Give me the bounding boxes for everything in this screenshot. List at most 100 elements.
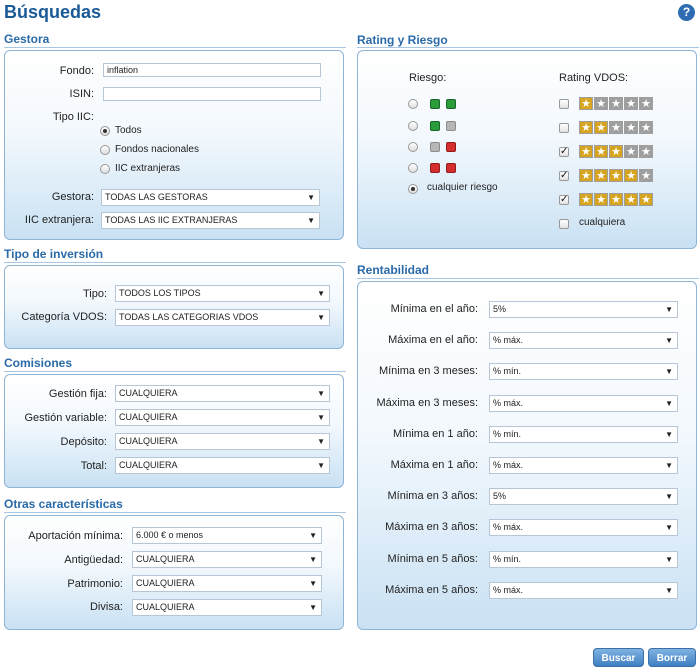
chevron-down-icon: ▼ — [665, 523, 673, 532]
maxima-3-meses-select[interactable]: % máx. ▼ — [489, 395, 678, 412]
radio-button[interactable] — [100, 164, 110, 174]
section-rule — [4, 262, 346, 263]
deposito-select[interactable]: CUALQUIERA ▼ — [115, 433, 330, 450]
star-icon: ★ — [609, 169, 623, 182]
riesgo-option-any[interactable]: cualquier riesgo — [408, 182, 518, 195]
rating-checkbox[interactable]: ✓ — [559, 194, 569, 205]
select-value: CUALQUIERA — [136, 554, 195, 564]
radio-button[interactable] — [408, 99, 418, 109]
chevron-down-icon: ▼ — [309, 555, 317, 564]
aportacion-minima-select[interactable]: 6.000 € o menos ▼ — [132, 527, 322, 544]
minima-5-anios-label: Mínima en 5 años: — [387, 553, 479, 565]
radio-button[interactable] — [100, 145, 110, 155]
rating-vdos-heading: Rating VDOS: — [559, 72, 629, 84]
riesgo-option-2[interactable] — [408, 121, 478, 133]
riesgo-option-1[interactable] — [408, 99, 478, 111]
select-value: CUALQUIERA — [119, 460, 178, 470]
maxima-1-anio-select[interactable]: % máx. ▼ — [489, 457, 678, 474]
riesgo-heading: Riesgo: — [409, 72, 447, 84]
minima-anio-label: Mínima en el año: — [390, 303, 478, 315]
panel-gestora — [4, 50, 344, 240]
radio-label: Fondos nacionales — [115, 144, 199, 155]
maxima-3-anios-select[interactable]: % máx. ▼ — [489, 519, 678, 536]
gestion-variable-select[interactable]: CUALQUIERA ▼ — [115, 409, 330, 426]
riesgo-option-4[interactable] — [408, 163, 478, 175]
maxima-anio-label: Máxima en el año: — [388, 334, 478, 346]
iic-extranjera-select[interactable]: TODAS LAS IIC EXTRANJERAS ▼ — [101, 212, 320, 229]
riesgo-option-3[interactable] — [408, 142, 478, 154]
buscar-button[interactable]: Buscar — [593, 648, 644, 667]
divisa-select[interactable]: CUALQUIERA ▼ — [132, 599, 322, 616]
maxima-anio-select[interactable]: % máx. ▼ — [489, 332, 678, 349]
gestion-fija-select[interactable]: CUALQUIERA ▼ — [115, 385, 330, 402]
minima-3-anios-select[interactable]: 5% ▼ — [489, 488, 678, 505]
star-icon: ★ — [579, 145, 593, 158]
section-title-otras: Otras características — [4, 497, 123, 511]
radio-button[interactable] — [408, 184, 418, 194]
minima-anio-select[interactable]: 5% ▼ — [489, 301, 678, 318]
select-value: % máx. — [493, 398, 524, 408]
minima-3-meses-label: Mínima en 3 meses: — [378, 365, 478, 377]
risk-green-icon — [446, 99, 456, 109]
rating-checkbox[interactable]: ✓ — [559, 170, 569, 181]
tipo-label: Tipo: — [82, 288, 107, 300]
radio-iic-extranjeras[interactable]: IIC extranjeras — [100, 163, 280, 178]
rating-option-any[interactable]: cualquiera — [559, 217, 659, 231]
riesgo-any-label: cualquier riesgo — [427, 182, 498, 193]
borrar-button[interactable]: Borrar — [648, 648, 696, 667]
maxima-5-anios-label: Máxima en 5 años: — [385, 584, 478, 596]
radio-todos[interactable]: Todos — [100, 125, 280, 140]
star-icon: ★ — [579, 193, 593, 206]
select-value: % máx. — [493, 522, 524, 532]
isin-input[interactable] — [103, 87, 321, 101]
rating-option-5[interactable]: ✓ ★ ★ ★ ★ ★ — [559, 193, 659, 207]
star-icon: ★ — [579, 97, 593, 110]
total-label: Total: — [80, 460, 107, 472]
select-value: % mín. — [493, 554, 522, 564]
section-title-tipo-inversion: Tipo de inversión — [4, 247, 104, 261]
help-icon[interactable]: ? — [678, 4, 695, 21]
rating-option-1[interactable]: ★ ★ ★ ★ ★ — [559, 97, 659, 111]
rating-checkbox[interactable] — [559, 219, 569, 229]
select-value: % mín. — [493, 366, 522, 376]
radio-fondos-nacionales[interactable]: Fondos nacionales — [100, 144, 280, 159]
radio-button[interactable] — [408, 163, 418, 173]
star-icon: ★ — [624, 97, 638, 110]
minima-3-meses-select[interactable]: % mín. ▼ — [489, 363, 678, 380]
rating-option-2[interactable]: ★ ★ ★ ★ ★ — [559, 121, 659, 135]
gestora-label: Gestora: — [51, 191, 94, 203]
section-title-rentabilidad: Rentabilidad — [357, 263, 430, 277]
star-icon: ★ — [639, 193, 653, 206]
patrimonio-select[interactable]: CUALQUIERA ▼ — [132, 575, 322, 592]
tipo-select[interactable]: TODOS LOS TIPOS ▼ — [115, 285, 330, 302]
gestora-select[interactable]: TODAS LAS GESTORAS ▼ — [101, 189, 320, 206]
patrimonio-label: Patrimonio: — [67, 578, 123, 590]
page-title: Búsquedas — [4, 2, 102, 22]
section-title-rating: Rating y Riesgo — [357, 33, 448, 47]
minima-1-anio-select[interactable]: % mín. ▼ — [489, 426, 678, 443]
chevron-down-icon: ▼ — [665, 492, 673, 501]
radio-button[interactable] — [408, 121, 418, 131]
risk-gray-icon — [446, 121, 456, 131]
rating-checkbox[interactable] — [559, 123, 569, 133]
categoria-vdos-select[interactable]: TODAS LAS CATEGORIAS VDOS ▼ — [115, 309, 330, 326]
rating-option-4[interactable]: ✓ ★ ★ ★ ★ ★ — [559, 169, 659, 183]
categoria-vdos-label: Categoría VDOS: — [21, 311, 107, 323]
select-value: TODAS LAS CATEGORIAS VDOS — [119, 312, 259, 322]
radio-label: IIC extranjeras — [115, 163, 181, 174]
star-icon: ★ — [609, 145, 623, 158]
antiguedad-select[interactable]: CUALQUIERA ▼ — [132, 551, 322, 568]
radio-button[interactable] — [408, 142, 418, 152]
total-select[interactable]: CUALQUIERA ▼ — [115, 457, 330, 474]
maxima-5-anios-select[interactable]: % máx. ▼ — [489, 582, 678, 599]
radio-button[interactable] — [100, 126, 110, 136]
rating-checkbox[interactable] — [559, 99, 569, 109]
select-value: TODAS LAS GESTORAS — [105, 192, 208, 202]
star-icon: ★ — [624, 193, 638, 206]
minima-5-anios-select[interactable]: % mín. ▼ — [489, 551, 678, 568]
risk-green-icon — [430, 99, 440, 109]
fondo-input[interactable]: inflation — [103, 63, 321, 77]
rating-checkbox[interactable]: ✓ — [559, 146, 569, 157]
risk-green-icon — [430, 121, 440, 131]
rating-option-3[interactable]: ✓ ★ ★ ★ ★ ★ — [559, 145, 659, 159]
